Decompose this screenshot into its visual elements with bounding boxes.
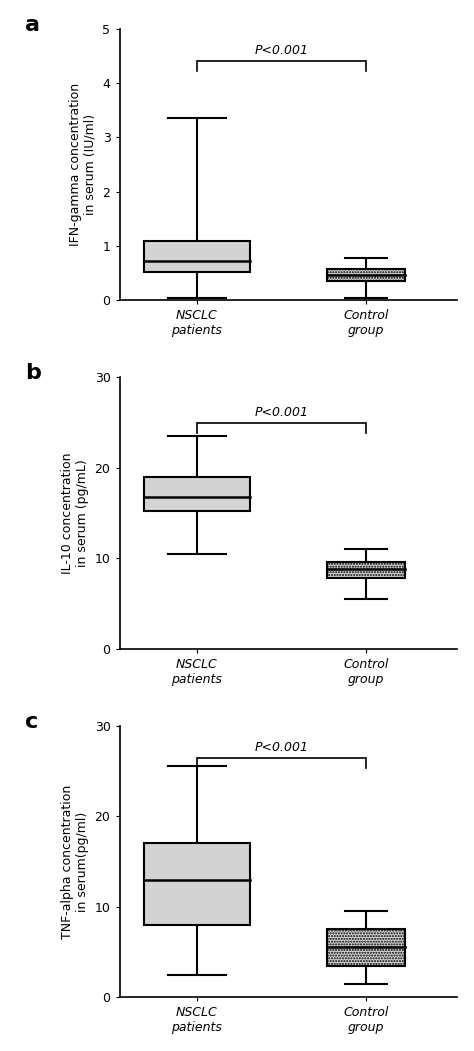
Text: c: c bbox=[25, 712, 38, 731]
Text: a: a bbox=[25, 15, 40, 35]
Y-axis label: IFN-gamma concentration
in serum (IU/ml): IFN-gamma concentration in serum (IU/ml) bbox=[69, 83, 97, 246]
Bar bbox=[144, 477, 250, 511]
Bar bbox=[144, 241, 250, 272]
Bar bbox=[327, 562, 404, 578]
Text: P<0.001: P<0.001 bbox=[255, 741, 309, 754]
Bar bbox=[327, 929, 404, 966]
Y-axis label: TNF-alpha concentration
in serum(pg/ml): TNF-alpha concentration in serum(pg/ml) bbox=[61, 784, 89, 939]
Text: P<0.001: P<0.001 bbox=[255, 44, 309, 57]
Text: P<0.001: P<0.001 bbox=[255, 406, 309, 419]
Text: b: b bbox=[25, 364, 41, 384]
Y-axis label: IL-10 concentration
in serum (pg/mL): IL-10 concentration in serum (pg/mL) bbox=[61, 452, 89, 574]
Bar bbox=[327, 269, 404, 282]
Bar bbox=[144, 843, 250, 925]
